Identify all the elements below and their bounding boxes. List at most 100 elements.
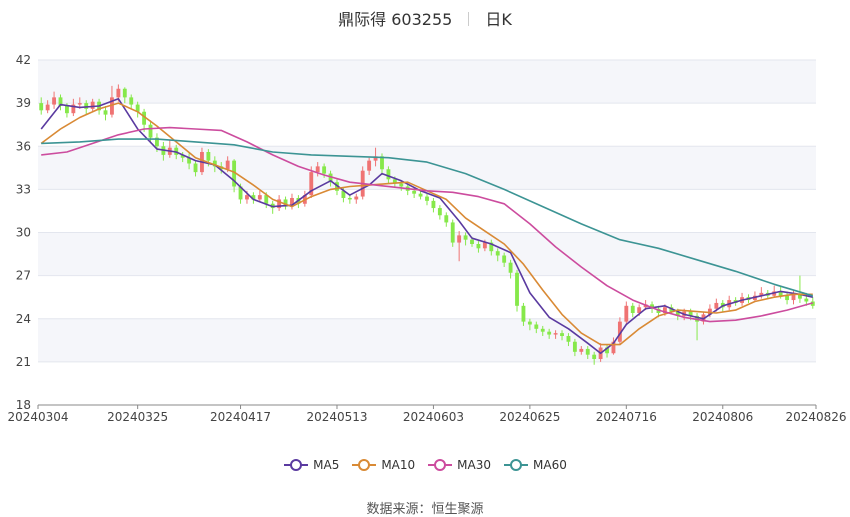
candle: [257, 190, 262, 203]
candle-body: [611, 341, 616, 354]
y-axis: 18 21 24 27 30 33 36 39 42: [16, 53, 31, 412]
candle-body: [495, 251, 500, 256]
chart-title: 鼎际得 603255 日K: [0, 6, 850, 30]
candle: [759, 287, 764, 299]
moving-average-lines: [40, 98, 814, 355]
legend-label: MA60: [533, 458, 567, 472]
candle-body: [418, 193, 423, 197]
x-tick-label: 20240325: [107, 410, 168, 424]
candle: [540, 325, 545, 336]
candle-body: [547, 331, 552, 335]
x-tick-label: 20240625: [499, 410, 560, 424]
candle-body: [662, 307, 667, 313]
candle: [444, 212, 449, 227]
legend-marker-icon: [504, 459, 529, 471]
candle-body: [675, 311, 680, 316]
legend-item-ma5[interactable]: MA5: [283, 458, 339, 472]
candle-body: [399, 183, 404, 187]
candle-body: [804, 298, 809, 302]
candle: [251, 192, 256, 204]
candle: [315, 162, 320, 177]
legend-item-ma60[interactable]: MA60: [503, 458, 567, 472]
candle-body: [579, 348, 584, 352]
candle-body: [560, 333, 564, 336]
candle: [521, 302, 526, 326]
legend-item-ma30[interactable]: MA30: [427, 458, 491, 472]
legend-item-ma10[interactable]: MA10: [351, 458, 415, 472]
plot-band: [38, 232, 816, 276]
candle-body: [585, 348, 590, 355]
y-tick-label: 30: [16, 226, 31, 240]
candle-body: [624, 305, 629, 322]
candle-body: [444, 215, 449, 223]
candle-body: [572, 341, 577, 352]
candle-body: [110, 97, 114, 115]
candle-body: [155, 137, 159, 147]
candle-body: [257, 195, 262, 200]
candle-body: [373, 156, 378, 161]
candle-body: [367, 160, 372, 171]
candle-body: [791, 294, 796, 301]
candle-body: [592, 354, 597, 359]
y-tick-label: 24: [16, 312, 31, 326]
candle-body: [605, 347, 609, 354]
candle: [277, 195, 282, 211]
candle: [367, 157, 372, 175]
candle-body: [39, 103, 44, 111]
candle-body: [277, 199, 282, 209]
candle: [515, 269, 519, 312]
candle: [52, 91, 57, 109]
period-label: 日K: [485, 10, 512, 29]
legend-label: MA10: [381, 458, 416, 472]
candle: [103, 106, 108, 121]
plot-band: [38, 318, 816, 362]
stock-name-code: 鼎际得 603255: [338, 10, 453, 29]
candle: [450, 219, 455, 247]
candle: [476, 241, 481, 253]
candle: [553, 330, 558, 339]
candle: [457, 231, 462, 262]
candle-body: [630, 305, 635, 313]
candle-body: [283, 199, 288, 207]
candle-body: [251, 195, 256, 200]
candle: [90, 98, 95, 112]
candle-body: [347, 198, 352, 200]
candle-body: [187, 157, 192, 164]
candle-body: [502, 255, 507, 263]
candle-body: [264, 195, 269, 204]
candle: [418, 190, 423, 200]
candle: [534, 321, 539, 334]
source-name: 恒生聚源: [431, 502, 484, 517]
candle-body: [489, 242, 494, 252]
candle-body: [785, 295, 789, 301]
candle-body: [315, 166, 320, 173]
y-tick-label: 21: [16, 355, 31, 369]
candle-body: [71, 104, 76, 114]
candle: [502, 252, 507, 267]
candle: [39, 97, 44, 115]
candle: [585, 346, 590, 359]
candle: [527, 318, 532, 331]
candle: [187, 153, 192, 170]
candle-body: [778, 291, 783, 296]
candle: [566, 333, 571, 347]
x-tick-label: 20240826: [785, 410, 846, 424]
candle: [772, 285, 777, 298]
candle: [232, 159, 237, 193]
candle-body: [476, 244, 481, 249]
candle: [611, 337, 616, 355]
candle: [489, 239, 494, 256]
candle-body: [103, 110, 108, 115]
candle: [630, 302, 635, 318]
candle: [283, 196, 288, 210]
candle: [354, 193, 359, 204]
candle-body: [58, 97, 63, 106]
candle: [45, 100, 50, 114]
candle: [142, 108, 147, 132]
candle-body: [245, 195, 249, 200]
candle: [437, 205, 442, 220]
legend: MA5 MA10 MA30 MA60: [0, 458, 850, 475]
candle-body: [637, 307, 642, 313]
plot-bands: [38, 60, 816, 362]
